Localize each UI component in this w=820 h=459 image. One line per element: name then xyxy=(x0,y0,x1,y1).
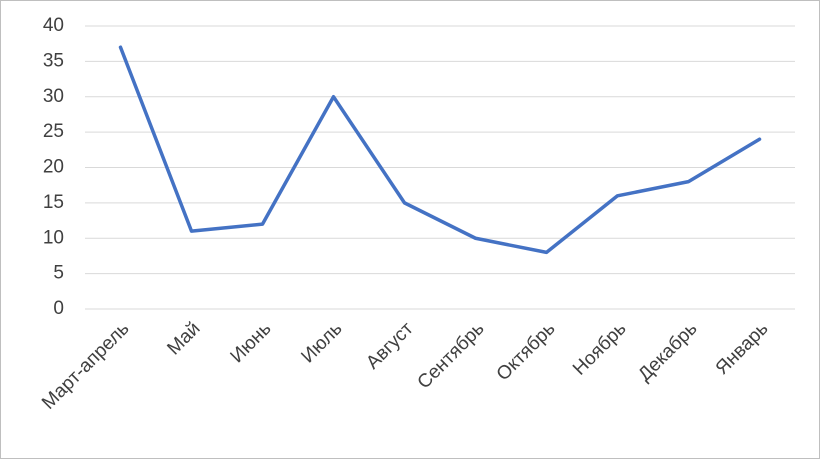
y-tick-label: 0 xyxy=(53,298,64,319)
y-tick-label: 30 xyxy=(43,86,64,107)
line-series xyxy=(118,45,762,255)
y-tick-label: 35 xyxy=(43,50,64,71)
y-tick-label: 40 xyxy=(43,15,64,36)
y-tick-label: 5 xyxy=(53,263,64,284)
y-tick-label: 15 xyxy=(43,192,64,213)
y-tick-label: 20 xyxy=(43,157,64,178)
y-tick-label: 10 xyxy=(43,227,64,248)
y-tick-label: 25 xyxy=(43,121,64,142)
